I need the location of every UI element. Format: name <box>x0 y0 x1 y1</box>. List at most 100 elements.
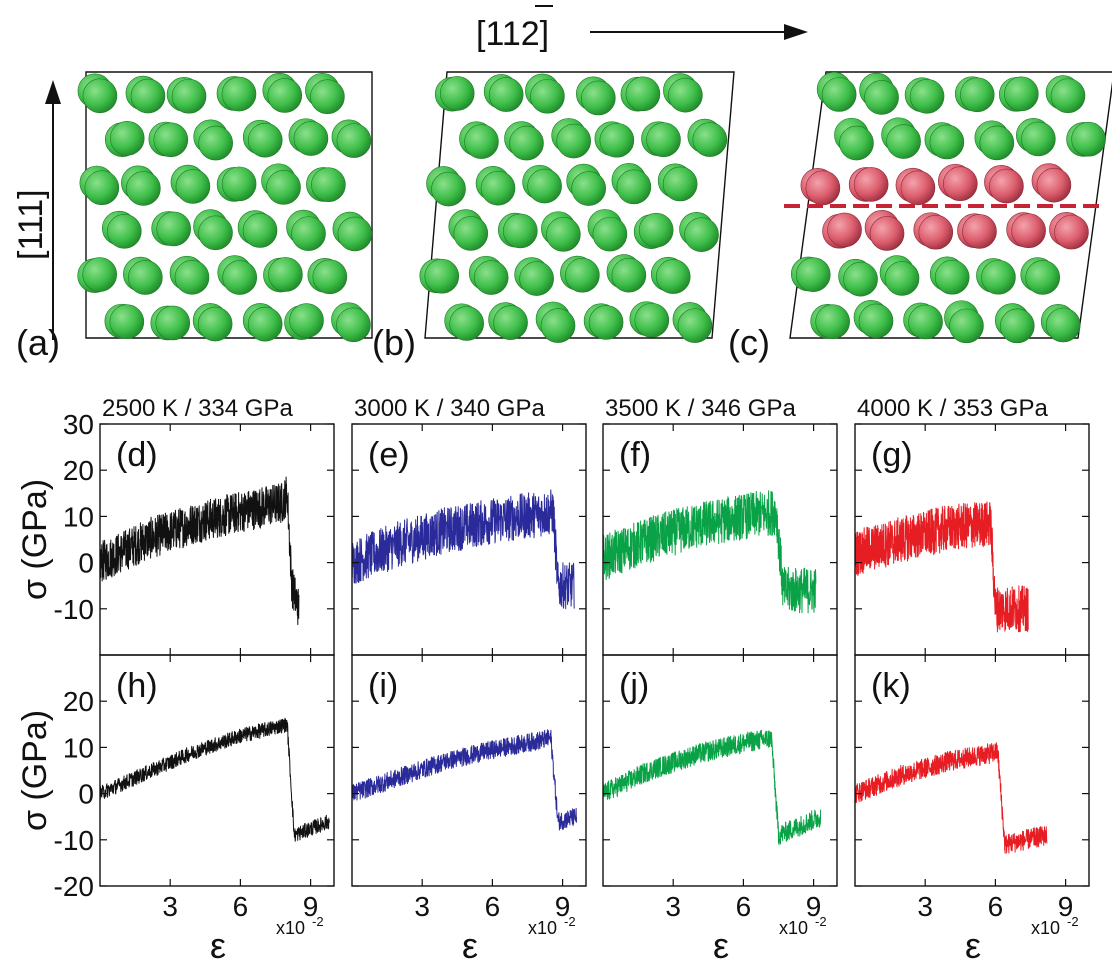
panel-title: 3500 K / 346 GPa <box>605 395 796 422</box>
y-tick-label: 0 <box>78 548 94 579</box>
atom <box>156 211 191 247</box>
atom <box>174 260 210 295</box>
simulation-box <box>789 71 1112 339</box>
atom <box>1045 307 1081 343</box>
simulation-box <box>85 71 373 339</box>
y-axis-label: σ (GPa) <box>16 479 54 600</box>
atom <box>839 125 874 161</box>
faulted-atom <box>989 168 1024 204</box>
atom <box>999 308 1035 344</box>
structure-panel-label: (a) <box>16 322 60 363</box>
atom <box>546 217 581 252</box>
atom <box>1025 260 1061 295</box>
series-line-d <box>99 476 300 626</box>
y-axis-label: σ (GPa) <box>16 710 54 831</box>
atom <box>247 122 283 158</box>
atom <box>655 259 691 294</box>
chart-k: 3 6 9 (k) ε x10 -2 <box>854 654 1090 964</box>
chart-g: (g) 4000 K / 353 GPa <box>854 395 1090 656</box>
atom <box>1071 121 1106 157</box>
direction-top-label: [112] <box>476 15 549 53</box>
x-multiplier: x10 <box>779 918 808 938</box>
faulted-atom <box>1036 167 1072 203</box>
series-line-k <box>854 742 1048 854</box>
atom <box>155 305 191 341</box>
y-tick-label: 10 <box>63 501 94 532</box>
x-axis-label: ε <box>210 925 226 964</box>
atom <box>439 76 475 111</box>
x-axis-label: ε <box>965 925 981 964</box>
atom <box>431 171 466 207</box>
panel-label: (k) <box>871 667 911 705</box>
faulted-atom <box>918 214 954 250</box>
series-line-e <box>351 489 575 610</box>
structure-panel-label: (b) <box>372 322 416 363</box>
structure-panel-1: (b) <box>372 71 735 363</box>
structure-panel-label: (c) <box>728 322 770 363</box>
atom <box>266 170 301 205</box>
atom <box>519 261 554 296</box>
faulted-atom <box>1054 214 1089 250</box>
x-tick-label: 9 <box>303 891 319 922</box>
atom <box>130 78 166 114</box>
atom <box>909 79 945 114</box>
atom <box>424 258 460 294</box>
plot-frame <box>602 654 838 887</box>
atom <box>616 169 652 205</box>
atom <box>858 303 894 339</box>
atom <box>979 125 1015 161</box>
atom <box>556 123 591 159</box>
atom <box>221 166 257 202</box>
structure-panel-0: (a) <box>16 71 373 363</box>
atom <box>959 77 995 113</box>
faulted-atom <box>900 170 936 206</box>
atom <box>449 306 484 341</box>
structure-panels: (a) (b) (c) <box>16 71 1112 363</box>
plot-frame <box>99 654 335 887</box>
x-multiplier: x10 <box>528 918 557 938</box>
atom <box>293 121 329 156</box>
simulation-box <box>424 71 735 339</box>
atom <box>662 166 698 202</box>
atom <box>84 170 120 206</box>
x-multiplier-exponent: -2 <box>564 914 576 929</box>
direction-left: [111] <box>12 80 61 340</box>
chart-f: (f) 3500 K / 346 GPa <box>602 395 838 656</box>
atom <box>493 305 528 340</box>
arrow-right-icon <box>784 24 808 40</box>
panel-label: (j) <box>619 667 649 705</box>
atom <box>934 259 970 295</box>
atom <box>677 308 713 343</box>
atom <box>581 80 616 116</box>
atom <box>815 304 850 340</box>
faulted-atom <box>805 170 841 206</box>
atom <box>175 169 211 204</box>
atom <box>592 216 628 252</box>
atom <box>949 308 984 344</box>
atom <box>668 77 703 113</box>
x-axis-label: ε <box>462 925 478 964</box>
faulted-atom <box>943 166 978 202</box>
atom <box>197 306 233 342</box>
x-tick-label: 9 <box>1058 891 1074 922</box>
atom <box>198 125 233 161</box>
atom <box>1021 121 1056 157</box>
atom <box>884 261 920 296</box>
x-tick-label: 9 <box>555 891 571 922</box>
x-tick-label: 6 <box>988 891 1004 922</box>
atom <box>312 259 348 295</box>
x-tick-label: 6 <box>736 891 752 922</box>
atom <box>795 257 831 292</box>
atom <box>464 124 499 159</box>
x-tick-label: 9 <box>806 891 822 922</box>
chart-d: -10 0 10 20 30 (d) 2500 K / 334 GPa σ (GPa) <box>16 395 335 656</box>
panel-label: (e) <box>368 436 410 474</box>
atom <box>886 124 921 159</box>
series-line-f <box>602 490 817 614</box>
y-tick-label: 20 <box>63 455 94 486</box>
x-axis-label: ε <box>713 925 729 964</box>
atom <box>336 307 371 343</box>
y-tick-label: -10 <box>54 594 94 625</box>
plot-frame <box>351 654 587 887</box>
atom <box>571 171 606 206</box>
